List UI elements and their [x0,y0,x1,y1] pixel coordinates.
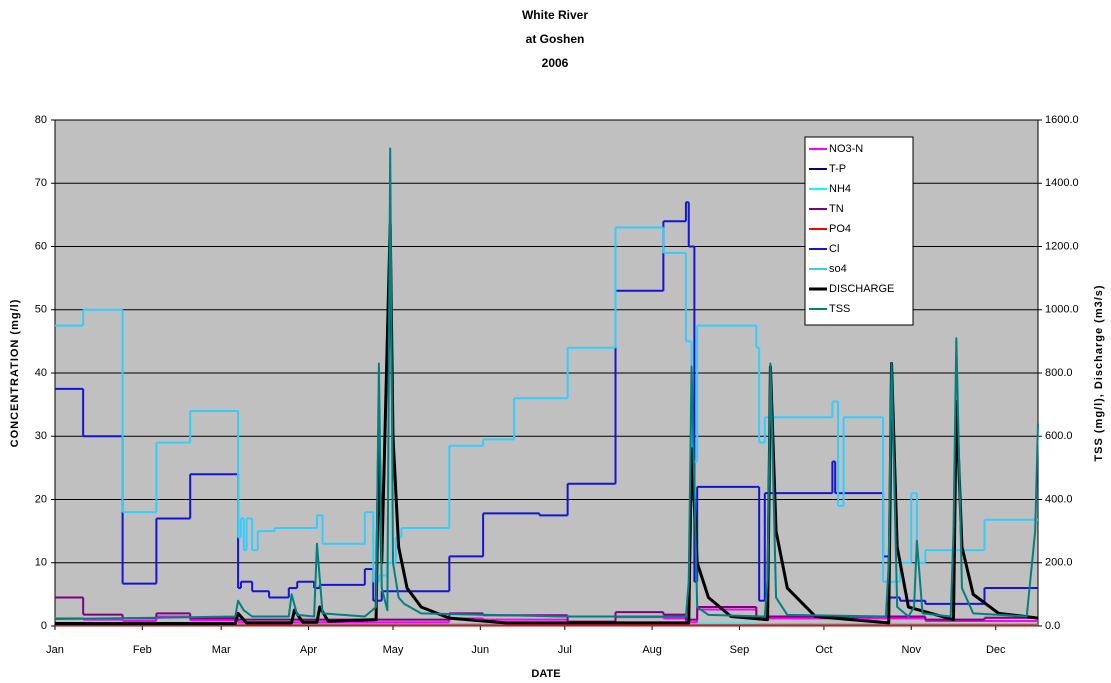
y2-tick-label: 200.0 [1045,557,1073,569]
y2-tick-label: 800.0 [1045,367,1073,379]
y-tick-label: 20 [35,493,47,505]
y-tick-label: 80 [35,114,47,126]
y-tick-label: 10 [35,557,47,569]
series-line [55,222,1039,625]
y2-tick-label: 1600.0 [1045,114,1079,126]
legend-label: TSS [829,303,850,315]
legend-label: Cl [829,243,839,255]
chart-title: White River [522,8,588,22]
x-tick-label: May [383,644,404,656]
legend-label: NH4 [829,183,851,195]
x-tick-label: Aug [642,644,662,656]
y-tick-label: 40 [35,367,47,379]
x-tick-label: Jan [46,644,64,656]
y-tick-label: 50 [35,304,47,316]
y2-tick-label: 400.0 [1045,493,1073,505]
x-tick-label: Jun [471,644,489,656]
y2-tick-label: 1000.0 [1045,304,1079,316]
legend-label: so4 [829,263,847,275]
legend-label: NO3-N [829,143,863,155]
legend-label: PO4 [829,223,851,235]
x-tick-label: Nov [901,644,921,656]
y-tick-label: 30 [35,430,47,442]
y2-tick-label: 1400.0 [1045,177,1079,189]
x-tick-label: Feb [133,644,152,656]
x-tick-label: Apr [300,644,317,656]
y-tick-label: 70 [35,177,47,189]
x-axis-title: DATE [531,668,560,680]
y2-tick-label: 0.0 [1045,620,1060,632]
x-tick-label: Dec [986,644,1006,656]
y2-axis-title: TSS (mg/l), Discharge (m3/s) [1093,284,1105,461]
series-line [54,147,1039,621]
chart-title: 2006 [542,56,569,70]
y-tick-label: 0 [41,620,47,632]
legend-label: DISCHARGE [829,283,894,295]
x-tick-label: Oct [815,644,832,656]
chart-title: at Goshen [526,32,585,46]
x-tick-label: Mar [212,644,231,656]
legend-box [804,136,914,326]
legend-label: TN [829,203,844,215]
y-axis-title: CONCENTRATION (mg/l) [9,299,21,448]
y-tick-label: 60 [35,240,47,252]
x-tick-label: Sep [730,644,750,656]
y2-tick-label: 1200.0 [1045,240,1079,252]
legend-label: T-P [829,163,846,175]
x-tick-label: Jul [558,644,572,656]
y2-tick-label: 600.0 [1045,430,1073,442]
